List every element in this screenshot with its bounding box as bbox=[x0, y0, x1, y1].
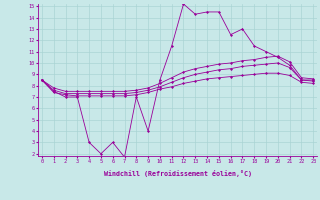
X-axis label: Windchill (Refroidissement éolien,°C): Windchill (Refroidissement éolien,°C) bbox=[104, 170, 252, 177]
